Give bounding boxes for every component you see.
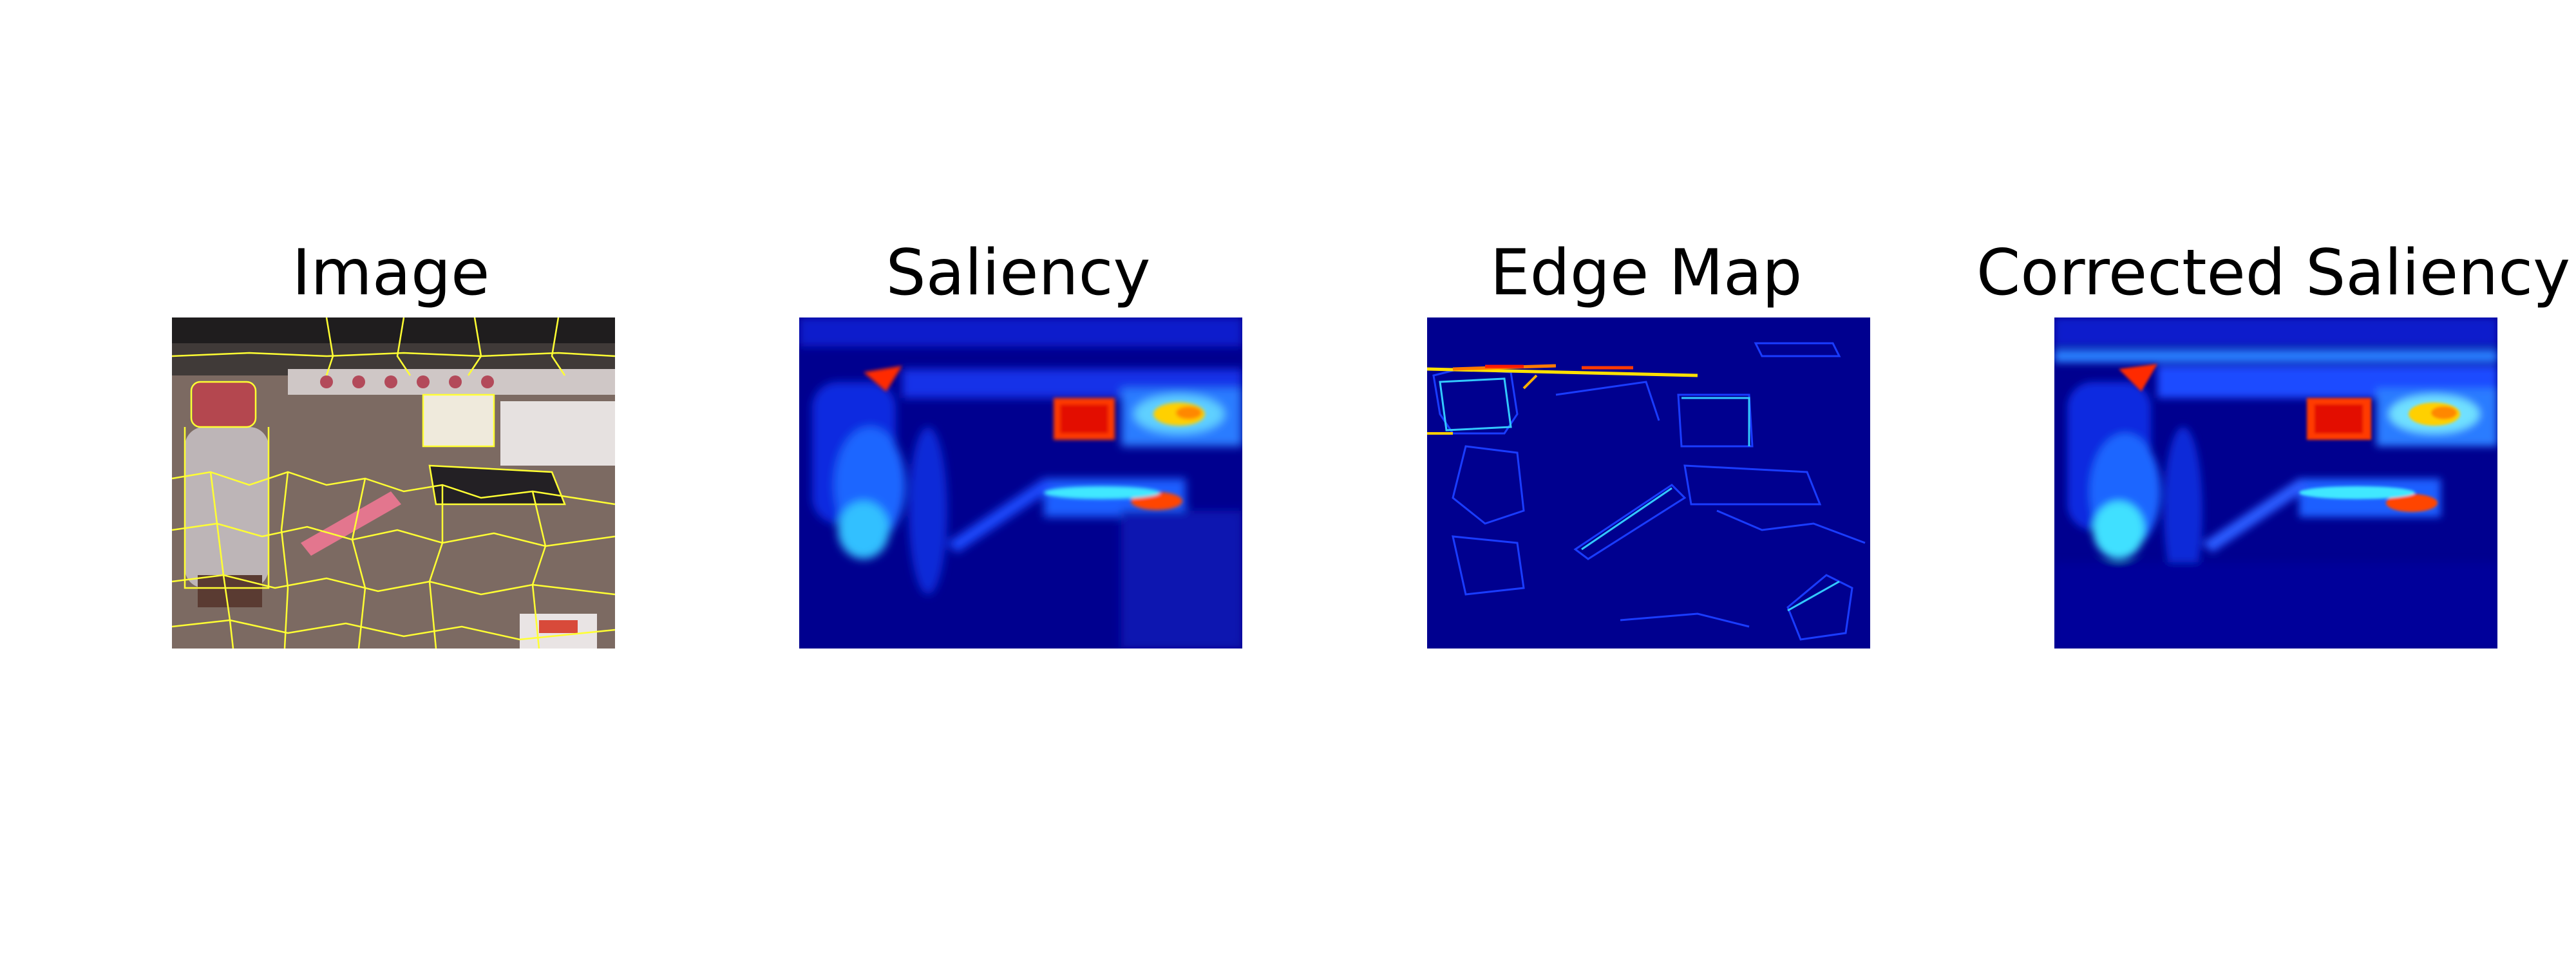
panel-title-corrected-saliency: Corrected Saliency: [1976, 236, 2571, 310]
photo-with-superpixels: [172, 317, 615, 649]
panel-title-saliency: Saliency: [886, 236, 1151, 310]
saliency-heatmap: [799, 317, 1242, 649]
panel-title-edge-map: Edge Map: [1490, 236, 1803, 310]
panel-title-image: Image: [292, 236, 490, 310]
corrected-saliency-heatmap: [2054, 317, 2497, 649]
edge-map-heatmap: [1427, 317, 1870, 649]
